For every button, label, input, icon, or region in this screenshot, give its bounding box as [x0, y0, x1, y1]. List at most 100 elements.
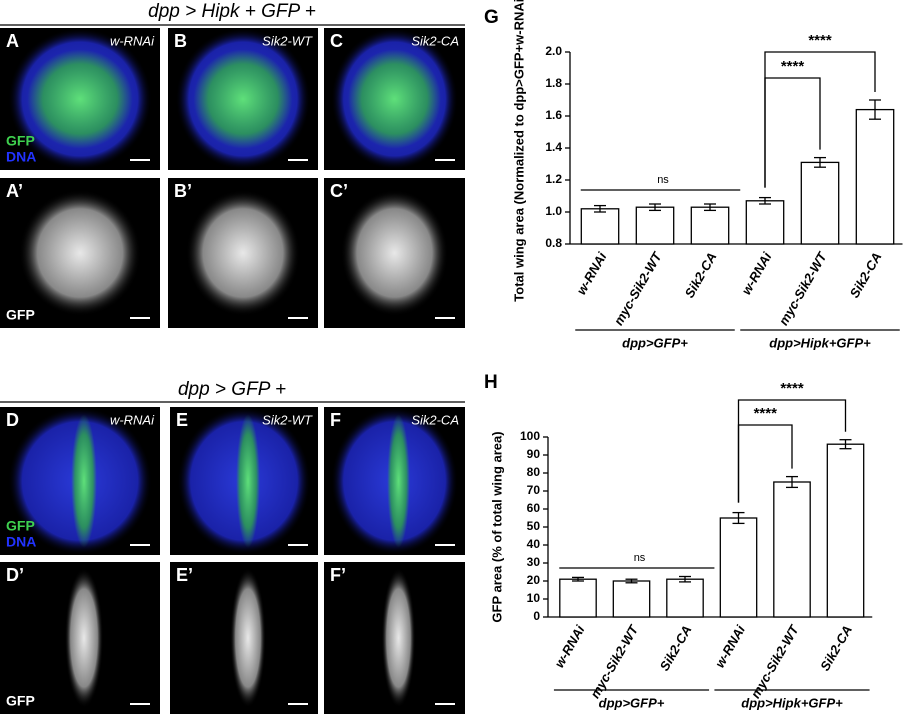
panel-letter: G: [484, 7, 499, 28]
panel-label: Sik2-WT: [262, 412, 313, 427]
y-tick-label: 90: [527, 447, 541, 461]
annotation: ns: [634, 552, 646, 564]
y-tick-label: 1.0: [545, 204, 562, 218]
x-tick-label: w-RNAi: [738, 249, 774, 297]
x-tick-label: myc-Sik2-WT: [587, 622, 641, 701]
x-tick-label: myc-Sik2-WT: [776, 249, 830, 328]
y-tick-label: 50: [527, 519, 541, 533]
stain-label: DNA: [6, 534, 36, 550]
bar: [666, 578, 704, 618]
error-bar: [572, 576, 584, 582]
x-tick-label: Sik2-CA: [847, 250, 885, 301]
bar: [690, 206, 730, 245]
group-label: dpp>Hipk+GFP+: [769, 335, 871, 350]
y-tick-label: 1.4: [545, 140, 562, 154]
y-tick-label: 0: [533, 609, 540, 623]
panel-letter: E: [176, 410, 188, 430]
x-tick-label: w-RNAi: [551, 622, 587, 670]
bracket: [764, 51, 876, 188]
tissue-gfp: [186, 190, 300, 316]
panel-letter: E’: [176, 565, 193, 585]
y-axis-label: GFP area (% of total wing area): [489, 431, 504, 622]
panel-letter: A’: [6, 181, 23, 201]
annotation: ****: [808, 32, 832, 49]
x-tick-label: Sik2-CA: [817, 623, 855, 674]
tissue-gfp: [27, 49, 133, 149]
y-axis-label: Total wing area (Normalized to dpp>GFP+w…: [511, 0, 526, 302]
y-tick-label: 80: [527, 465, 541, 479]
error-bar: [869, 99, 881, 120]
x-tick-label: Sik2-CA: [682, 250, 720, 301]
stain-label: GFP: [6, 133, 35, 149]
bar: [745, 200, 785, 245]
error-bar: [625, 578, 638, 584]
y-tick-label: 60: [527, 501, 541, 515]
bar: [800, 161, 840, 245]
panel-label: Sik2-WT: [262, 33, 313, 48]
error-bar: [839, 439, 852, 450]
panel-label: w-RNAi: [110, 33, 155, 48]
annotation: ****: [781, 58, 805, 75]
x-tick-label: myc-Sik2-WT: [748, 622, 802, 701]
bracket: [737, 399, 847, 503]
tissue-gfp: [387, 414, 410, 548]
bar: [559, 578, 597, 618]
tissue-gfp: [64, 568, 104, 708]
group-label: dpp>GFP+: [599, 695, 665, 710]
error-bar: [786, 475, 798, 489]
y-tick-label: 40: [527, 537, 541, 551]
tissue-gfp: [381, 568, 416, 708]
x-tick-label: w-RNAi: [573, 249, 609, 297]
error-bar: [732, 511, 745, 525]
panel-letter: A: [6, 31, 19, 51]
bar: [826, 443, 865, 618]
bar: [773, 481, 811, 618]
group-label: dpp>Hipk+GFP+: [741, 695, 843, 710]
panel-letter: F: [330, 410, 341, 430]
y-tick-label: 2.0: [545, 44, 562, 58]
y-tick-label: 1.6: [545, 108, 562, 122]
panel-label: w-RNAi: [110, 412, 155, 427]
panel-label: Sik2-CA: [411, 412, 459, 427]
tissue-gfp: [340, 190, 449, 316]
stain-label: GFP: [6, 693, 35, 709]
x-tick-label: Sik2-CA: [657, 623, 695, 674]
y-tick-label: 10: [527, 591, 541, 605]
annotation: ns: [657, 174, 669, 186]
error-bar: [679, 575, 691, 583]
error-bar: [814, 156, 826, 168]
panel-letter: D: [6, 410, 19, 430]
tissue-gfp: [193, 49, 293, 149]
group-label: dpp>GFP+: [622, 335, 688, 350]
title-bottom: dpp > GFP +: [178, 379, 286, 400]
tissue-gfp: [71, 414, 97, 548]
y-tick-label: 1.8: [545, 76, 562, 90]
annotation: ****: [754, 405, 778, 422]
bar: [612, 580, 651, 618]
error-bar: [704, 203, 716, 212]
panel-letter: C: [330, 31, 343, 51]
panel-letter: B’: [174, 181, 192, 201]
y-tick-label: 20: [527, 573, 541, 587]
panel-letter: B: [174, 31, 187, 51]
stain-label: GFP: [6, 518, 35, 534]
tissue-gfp: [230, 568, 266, 708]
panel-letter: D’: [6, 565, 24, 585]
error-bar: [594, 204, 606, 213]
error-bar: [649, 203, 661, 212]
y-tick-label: 1.2: [545, 172, 562, 186]
x-tick-label: myc-Sik2-WT: [611, 249, 665, 328]
bar: [719, 517, 758, 618]
tissue-gfp: [347, 49, 442, 149]
panel-letter: C’: [330, 181, 348, 201]
y-tick-label: 100: [520, 429, 540, 443]
bar: [635, 206, 675, 245]
x-tick-label: w-RNAi: [712, 622, 748, 670]
panel-letter: F’: [330, 565, 346, 585]
error-bar: [759, 196, 771, 205]
tissue-gfp: [19, 190, 141, 316]
stain-label: GFP: [6, 307, 35, 323]
title-top: dpp > Hipk + GFP +: [148, 1, 316, 22]
bar: [855, 108, 895, 245]
